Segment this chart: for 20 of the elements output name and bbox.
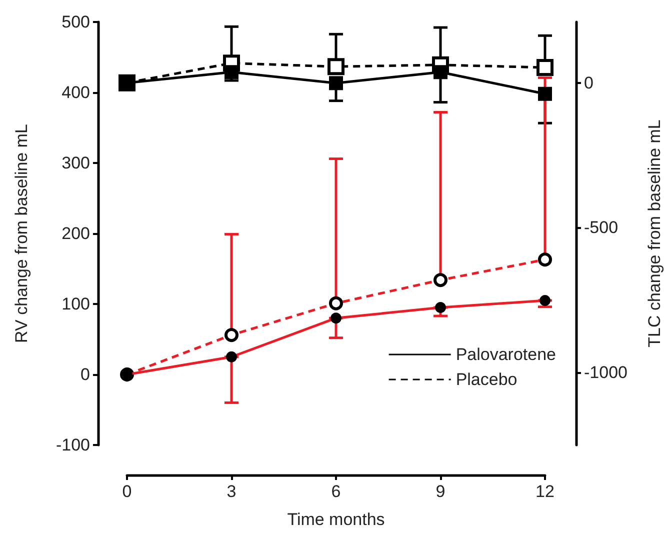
y2-tick-label: -1000 xyxy=(584,363,628,382)
y-tick-label: 0 xyxy=(80,365,90,384)
x-tick-label: 0 xyxy=(122,482,132,501)
y-tick-label: -100 xyxy=(56,436,90,454)
x-axis-title: Time months xyxy=(287,510,385,529)
legend-label: Placebo xyxy=(456,370,518,389)
y-axis-title: RV change from baseline mL xyxy=(12,124,31,343)
x-tick-label: 3 xyxy=(226,482,236,501)
y2-tick-label: -500 xyxy=(584,218,618,238)
y-tick-label: 100 xyxy=(62,294,90,314)
x-tick-label: 12 xyxy=(536,482,554,501)
y2-axis-title: TLC change from baseline mL xyxy=(645,120,664,348)
y-tick-label: 400 xyxy=(62,83,90,102)
x-tick-label: 9 xyxy=(436,482,446,501)
y-tick-label: 300 xyxy=(62,154,90,172)
y-tick-label: 200 xyxy=(62,224,90,243)
y-tick-label: 500 xyxy=(62,12,90,32)
y2-tick-label: 0 xyxy=(584,73,594,92)
legend-label: Palovarotene xyxy=(456,345,556,364)
x-tick-label: 6 xyxy=(331,482,341,501)
